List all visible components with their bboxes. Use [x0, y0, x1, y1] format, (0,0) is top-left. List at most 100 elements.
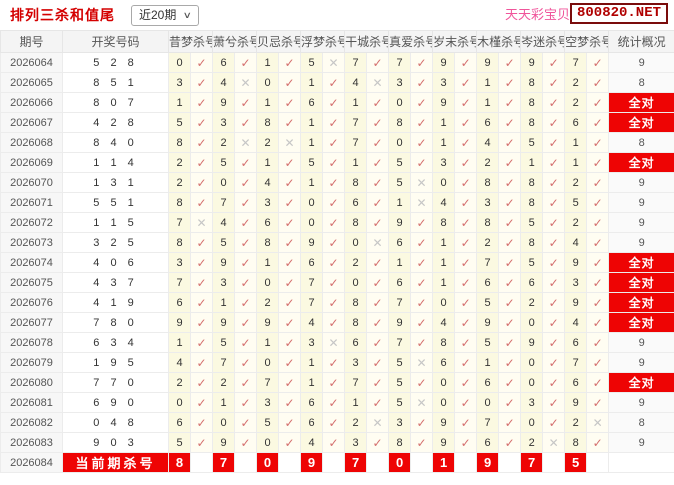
- result-cell: ✓: [278, 112, 302, 133]
- full-hit-badge: 全对: [608, 292, 674, 313]
- kill-number-cell: 5: [520, 252, 544, 273]
- result-cell: ✓: [234, 192, 258, 213]
- result-cell: ✓: [542, 352, 566, 373]
- period-cell: 2026067: [0, 112, 63, 133]
- check-icon: ✓: [196, 315, 207, 330]
- cross-icon: ✕: [416, 175, 427, 190]
- result-cell: ✓: [542, 312, 566, 333]
- check-icon: ✓: [504, 315, 515, 330]
- check-icon: ✓: [372, 155, 383, 170]
- current-kill-number-cell: 0: [388, 452, 412, 473]
- check-icon: ✓: [504, 415, 515, 430]
- check-icon: ✓: [372, 195, 383, 210]
- result-cell: ✕: [322, 52, 346, 73]
- check-icon: ✓: [548, 75, 559, 90]
- full-hit-badge: 全对: [608, 92, 674, 113]
- kill-number-cell: 5: [168, 432, 191, 453]
- check-icon: ✓: [196, 95, 207, 110]
- kill-number-cell: 7: [344, 112, 368, 133]
- result-cell: ✓: [366, 132, 390, 153]
- check-icon: ✓: [284, 375, 295, 390]
- stat-cell: 9: [608, 172, 674, 193]
- result-cell: ✓: [234, 432, 258, 453]
- check-icon: ✓: [372, 55, 383, 70]
- check-icon: ✓: [416, 415, 427, 430]
- table-row: 2026072 1 1 5 7 ✕ 4 ✓ 6 ✓ 0 ✓ 8 ✓ 9 ✓ 8 ✓ 8 ✓ 5 ✓ 2 ✓ 9: [0, 212, 674, 233]
- kill-number-cell: 1: [300, 372, 324, 393]
- check-icon: ✓: [328, 315, 339, 330]
- kill-number-cell: 1: [212, 392, 236, 413]
- brand-site-link[interactable]: 800820.NET: [569, 3, 668, 24]
- full-hit-badge: 全对: [608, 252, 674, 273]
- period-cell: 2026065: [0, 72, 63, 93]
- result-cell: ✕: [410, 192, 434, 213]
- kill-number-cell: 9: [212, 252, 236, 273]
- result-cell: ✓: [366, 332, 390, 353]
- kill-number-cell: 1: [168, 332, 191, 353]
- result-cell: ✓: [322, 352, 346, 373]
- kill-number-cell: 7: [344, 132, 368, 153]
- check-icon: ✓: [240, 395, 251, 410]
- column-header: 岑迷杀号: [520, 30, 566, 53]
- kill-number-cell: 1: [476, 352, 500, 373]
- kill-number-cell: 6: [300, 252, 324, 273]
- result-cell: ✓: [410, 232, 434, 253]
- check-icon: ✓: [284, 355, 295, 370]
- check-icon: ✓: [328, 115, 339, 130]
- kill-number-cell: 1: [432, 132, 456, 153]
- kill-number-cell: 4: [300, 432, 324, 453]
- check-icon: ✓: [460, 355, 471, 370]
- draw-numbers-cell: 1 9 5: [62, 352, 169, 373]
- check-icon: ✓: [284, 335, 295, 350]
- kill-number-cell: 6: [300, 412, 324, 433]
- draw-numbers-cell: 4 1 9: [62, 292, 169, 313]
- kill-number-cell: 8: [520, 232, 544, 253]
- result-cell: ✓: [586, 252, 610, 273]
- result-cell: ✓: [542, 172, 566, 193]
- range-select[interactable]: 近20期 ∨: [131, 4, 199, 26]
- kill-number-cell: 2: [212, 372, 236, 393]
- check-icon: ✓: [240, 435, 251, 450]
- table-row: 2026076 4 1 9 6 ✓ 1 ✓ 2 ✓ 7 ✓ 8 ✓ 7 ✓ 0 ✓ 5 ✓ 2 ✓ 9 ✓ 全对: [0, 292, 674, 313]
- check-icon: ✓: [592, 315, 603, 330]
- kill-number-cell: 2: [476, 232, 500, 253]
- check-icon: ✓: [548, 215, 559, 230]
- kill-number-cell: 4: [256, 172, 280, 193]
- empty-cell: [410, 452, 434, 473]
- current-kill-number-cell: 0: [256, 452, 280, 473]
- check-icon: ✓: [504, 375, 515, 390]
- check-icon: ✓: [504, 235, 515, 250]
- kill-number-cell: 4: [564, 232, 588, 253]
- result-cell: ✓: [542, 112, 566, 133]
- result-cell: ✓: [234, 212, 258, 233]
- result-cell: ✓: [542, 212, 566, 233]
- kill-number-cell: 1: [300, 72, 324, 93]
- kill-number-cell: 8: [388, 112, 412, 133]
- result-cell: ✓: [542, 132, 566, 153]
- kill-number-cell: 0: [212, 172, 236, 193]
- result-cell: ✓: [498, 112, 522, 133]
- check-icon: ✓: [592, 195, 603, 210]
- kill-number-cell: 7: [476, 412, 500, 433]
- result-cell: ✓: [410, 112, 434, 133]
- check-icon: ✓: [196, 155, 207, 170]
- check-icon: ✓: [372, 255, 383, 270]
- column-header: 真爱杀号: [388, 30, 434, 53]
- kill-number-cell: 9: [432, 92, 456, 113]
- result-cell: ✓: [322, 232, 346, 253]
- kill-number-cell: 6: [212, 52, 236, 73]
- check-icon: ✓: [284, 435, 295, 450]
- kill-number-cell: 0: [256, 72, 280, 93]
- kill-number-cell: 8: [520, 192, 544, 213]
- kill-number-cell: 9: [432, 412, 456, 433]
- kill-number-cell: 5: [212, 232, 236, 253]
- result-cell: ✓: [278, 412, 302, 433]
- kill-number-cell: 3: [432, 152, 456, 173]
- kill-number-cell: 8: [168, 232, 191, 253]
- kill-number-cell: 3: [388, 72, 412, 93]
- period-cell: 2026082: [0, 412, 63, 433]
- check-icon: ✓: [284, 195, 295, 210]
- check-icon: ✓: [592, 95, 603, 110]
- kill-number-cell: 9: [564, 292, 588, 313]
- kill-number-cell: 8: [520, 72, 544, 93]
